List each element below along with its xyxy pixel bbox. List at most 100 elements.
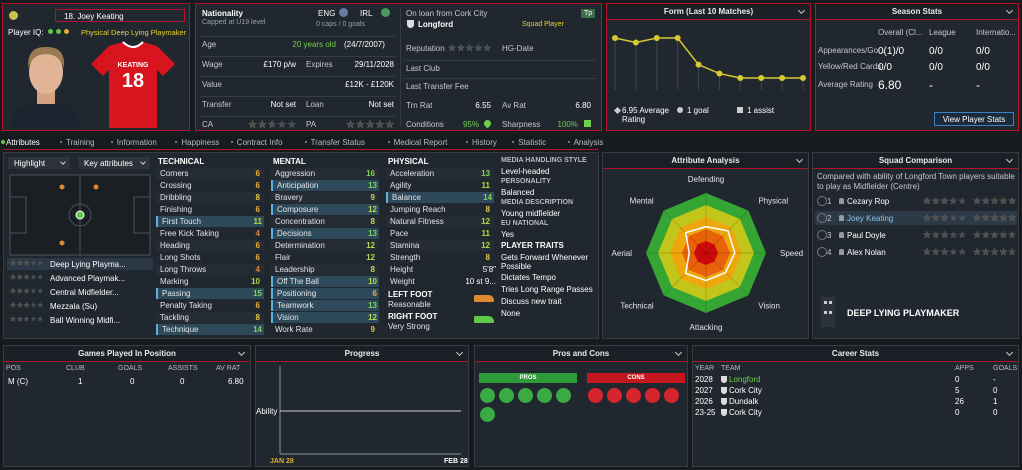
portrait-hair <box>27 46 65 68</box>
star-empty <box>457 44 465 52</box>
club-crest <box>721 398 727 405</box>
tab-dot <box>466 141 468 143</box>
attribute-name: Composure <box>277 205 319 214</box>
iq-dot <box>64 29 69 34</box>
average-rating: 6.95 Average Rating <box>622 106 670 124</box>
attribute-row: Positioning 6 <box>271 288 379 299</box>
tab[interactable]: Contract Info <box>236 138 283 147</box>
star-empty <box>23 316 30 322</box>
tactics-icon <box>821 297 835 327</box>
attribute-name: Marking <box>160 277 189 286</box>
dropdown-label[interactable]: Key attributes <box>84 159 133 168</box>
career-cell: 5 <box>955 386 960 395</box>
attribute-name: Stamina <box>390 241 420 250</box>
panel-title: Games Played In Position <box>78 349 176 358</box>
panel-header: Career Stats <box>693 346 1018 362</box>
radar-axis-label: Vision <box>758 301 780 310</box>
boot-icon <box>474 316 494 323</box>
nation-code: ENG <box>318 9 336 18</box>
tab[interactable]: Happiness <box>181 138 220 147</box>
tab[interactable]: Analysis <box>573 138 604 147</box>
player-name[interactable]: Alex Nolan <box>847 248 886 257</box>
attribute-row: Corners 6 <box>156 168 264 179</box>
foot-value: Very Strong <box>388 322 430 331</box>
star-empty <box>982 214 990 222</box>
trait[interactable]: Discuss new trait <box>501 297 562 306</box>
attribute-value: 10 <box>251 277 260 286</box>
role-name: Deep Lying Playma... <box>50 260 126 269</box>
tab[interactable]: Medical Report <box>393 138 448 147</box>
star-empty <box>23 302 30 308</box>
star-empty <box>923 214 931 222</box>
cons-label: CONS <box>627 375 645 381</box>
season-value: 0/0 <box>929 62 943 73</box>
star-rating <box>346 120 394 129</box>
attribute-row: Bravery 9 <box>271 192 379 203</box>
radar-axis-label: Technical <box>620 301 654 310</box>
radar-axis-label: Defending <box>688 175 724 184</box>
dropdown[interactable]: Key attributes <box>78 157 150 169</box>
career-cell: 26 <box>955 397 964 406</box>
dropdown[interactable]: Highlight <box>8 157 70 169</box>
progress-chart <box>279 366 461 455</box>
tab-active-dot <box>1 140 5 144</box>
player-name[interactable]: Paul Doyle <box>847 231 886 240</box>
attribute-value: 13 <box>368 301 377 310</box>
panel-header: Squad Comparison <box>813 153 1018 169</box>
attribute-value: 6 <box>372 289 377 298</box>
attribute-name: Heading <box>160 241 190 250</box>
attribute-name: Free Kick Taking <box>160 229 219 238</box>
radar-shape <box>684 225 736 282</box>
cons-bar: CONS <box>587 373 685 383</box>
player-name[interactable]: Cezary Rop <box>847 197 890 206</box>
star-empty <box>474 44 483 52</box>
career-cell: - <box>993 375 996 384</box>
form-point <box>632 39 639 46</box>
rating-icon <box>613 106 622 115</box>
games-column: AV RAT <box>216 365 241 372</box>
view-stats-button[interactable]: View Player Stats <box>934 112 1014 126</box>
star-empty <box>30 274 37 280</box>
name-box: 18. Joey Keating <box>55 9 185 22</box>
club-crest <box>407 20 414 28</box>
hg-label: HG-Date <box>502 44 534 53</box>
tab[interactable]: Training <box>66 138 95 147</box>
star-empty <box>30 260 37 266</box>
panel: Career Stats YEAR TEAM APPS GOALS 2028 Longfor… <box>692 345 1019 467</box>
form-point <box>653 35 660 41</box>
panel-title: Pros and Cons <box>552 349 610 358</box>
attribute-value: 8 <box>370 217 375 226</box>
player-rank: 2 <box>827 214 832 223</box>
form-point <box>737 75 744 81</box>
attribute-row: Work Rate 9 <box>271 324 379 335</box>
star-empty <box>999 214 1008 222</box>
star-empty <box>990 197 999 205</box>
dropdown-label[interactable]: Highlight <box>14 159 46 168</box>
loan-club: Longford <box>418 20 454 29</box>
attribute-row: Finishing 6 <box>156 204 264 215</box>
tab[interactable]: Statistic <box>518 138 547 147</box>
attribute-value: 8 <box>255 313 260 322</box>
tab[interactable]: History <box>472 138 497 147</box>
star-empty <box>940 248 949 256</box>
tab[interactable]: Information <box>116 138 157 147</box>
button-label[interactable]: View Player Stats <box>942 115 1006 124</box>
attribute-name: Penalty Taking <box>160 301 212 310</box>
pitch-centre <box>68 203 92 227</box>
ca-label: CA <box>202 120 214 129</box>
panel-header: Season Stats <box>816 4 1018 20</box>
star-empty <box>37 288 44 294</box>
season-row-label: Yellow/Red Cards <box>818 62 882 71</box>
tab[interactable]: Transfer Status <box>310 138 365 147</box>
tab[interactable]: Attributes <box>6 138 40 147</box>
attribute-row: Vision 12 <box>271 312 379 323</box>
rank-circle <box>817 213 827 223</box>
foot-label: RIGHT FOOT <box>388 312 438 321</box>
player-name[interactable]: Joey Keating <box>847 214 894 223</box>
capped-note: Capped at U19 level <box>202 19 266 26</box>
games-cell: M (C) <box>8 377 28 386</box>
star-empty <box>958 197 966 205</box>
star-empty <box>999 248 1008 256</box>
role-title: DEEP LYING PLAYMAKER <box>847 308 960 318</box>
